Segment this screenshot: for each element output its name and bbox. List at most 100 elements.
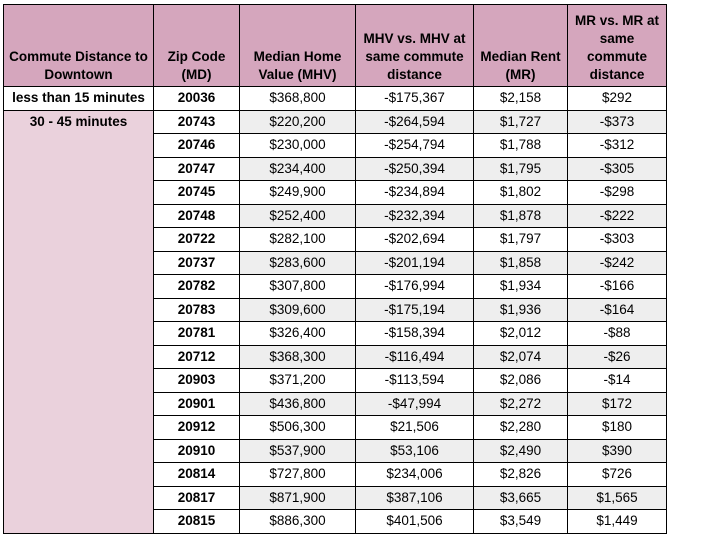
median-home-value-cell: $326,400 (239, 321, 356, 346)
zip-code-cell: 20903 (153, 368, 240, 393)
mhv-diff-cell: -$175,194 (355, 297, 474, 322)
table-row: 20747 $234,400 -$250,394 $1,795 -$305 (4, 156, 667, 181)
median-home-value-cell: $371,200 (239, 368, 356, 393)
median-rent-cell: $1,788 (473, 133, 568, 158)
median-rent-cell: $2,280 (473, 415, 568, 440)
table-row: 20781 $326,400 -$158,394 $2,012 -$88 (4, 321, 667, 346)
median-home-value-cell: $368,800 (239, 86, 356, 111)
median-rent-cell: $1,858 (473, 250, 568, 275)
mr-diff-cell: -$26 (567, 344, 667, 369)
table-row: 20745 $249,900 -$234,894 $1,802 -$298 (4, 180, 667, 205)
mhv-diff-cell: -$47,994 (355, 391, 474, 416)
mr-diff-cell: -$164 (567, 297, 667, 322)
zip-code-cell: 20746 (153, 133, 240, 158)
table-row: 20746 $230,000 -$254,794 $1,788 -$312 (4, 133, 667, 158)
table-row: 20712 $368,300 -$116,494 $2,074 -$26 (4, 344, 667, 369)
mr-diff-cell: -$298 (567, 180, 667, 205)
table-row: 30 - 45 minutes 20743 $220,200 -$264,594 $1,… (3, 109, 667, 534)
mr-diff-cell: $180 (567, 415, 667, 440)
table-row: 20912 $506,300 $21,506 $2,280 $180 (4, 415, 667, 440)
mr-diff-cell: -$222 (567, 203, 667, 228)
header-zip-code: Zip Code (MD) (153, 4, 240, 87)
median-home-value-cell: $234,400 (239, 156, 356, 181)
median-rent-cell: $2,826 (473, 462, 568, 487)
median-rent-cell: $2,086 (473, 368, 568, 393)
zip-code-cell: 20817 (153, 485, 240, 510)
table-row: 20910 $537,900 $53,106 $2,490 $390 (4, 438, 667, 463)
zip-code-cell: 20712 (153, 344, 240, 369)
median-home-value-cell: $368,300 (239, 344, 356, 369)
header-commute-distance: Commute Distance to Downtown (3, 4, 154, 87)
zip-code-cell: 20781 (153, 321, 240, 346)
median-home-value-cell: $282,100 (239, 227, 356, 252)
zip-code-cell: 20737 (153, 250, 240, 275)
table-row: less than 15 minutes 20036 $368,800 -$175,3… (3, 86, 667, 111)
median-rent-cell: $3,549 (473, 509, 568, 534)
median-home-value-cell: $886,300 (239, 509, 356, 534)
commute-housing-table: Commute Distance to Downtown Zip Code (M… (3, 4, 667, 534)
zip-code-cell: 20910 (153, 438, 240, 463)
median-rent-cell: $1,802 (473, 180, 568, 205)
mhv-diff-cell: $21,506 (355, 415, 474, 440)
table-row: 20783 $309,600 -$175,194 $1,936 -$164 (4, 297, 667, 322)
median-rent-cell: $2,074 (473, 344, 568, 369)
median-rent-cell: $2,272 (473, 391, 568, 416)
mhv-diff-cell: -$113,594 (355, 368, 474, 393)
median-home-value-cell: $249,900 (239, 180, 356, 205)
median-rent-cell: $2,490 (473, 438, 568, 463)
mr-diff-cell: -$88 (567, 321, 667, 346)
median-home-value-cell: $307,800 (239, 274, 356, 299)
median-home-value-cell: $506,300 (239, 415, 356, 440)
mhv-diff-cell: $401,506 (355, 509, 474, 534)
mhv-diff-cell: -$176,994 (355, 274, 474, 299)
median-rent-cell: $2,012 (473, 321, 568, 346)
zip-code-cell: 20782 (153, 274, 240, 299)
median-rent-cell: $1,878 (473, 203, 568, 228)
header-median-rent: Median Rent (MR) (473, 4, 568, 87)
zip-code-cell: 20747 (153, 156, 240, 181)
median-home-value-cell: $283,600 (239, 250, 356, 275)
mr-diff-cell: $292 (567, 86, 667, 111)
table-row: 20722 $282,100 -$202,694 $1,797 -$303 (4, 227, 667, 252)
median-home-value-cell: $537,900 (239, 438, 356, 463)
mhv-diff-cell: -$116,494 (355, 344, 474, 369)
mhv-diff-cell: $53,106 (355, 438, 474, 463)
median-rent-cell: $2,158 (473, 86, 568, 111)
median-rent-cell: $1,795 (473, 156, 568, 181)
table-body: less than 15 minutes 20036 $368,800 -$175,3… (3, 86, 667, 534)
header-mr-vs-mr: MR vs. MR at same commute distance (567, 4, 667, 87)
mhv-diff-cell: -$254,794 (355, 133, 474, 158)
table-row: 20737 $283,600 -$201,194 $1,858 -$242 (4, 250, 667, 275)
mr-diff-cell: $726 (567, 462, 667, 487)
median-home-value-cell: $871,900 (239, 485, 356, 510)
zip-code-cell: 20783 (153, 297, 240, 322)
mr-diff-cell: -$303 (567, 227, 667, 252)
mr-diff-cell: -$14 (567, 368, 667, 393)
mr-diff-cell: -$242 (567, 250, 667, 275)
mhv-diff-cell: $234,006 (355, 462, 474, 487)
mhv-diff-cell: -$175,367 (355, 86, 474, 111)
zip-code-cell: 20912 (153, 415, 240, 440)
table-row: 20817 $871,900 $387,106 $3,665 $1,565 (4, 485, 667, 510)
table-row: 20814 $727,800 $234,006 $2,826 $726 (4, 462, 667, 487)
table-row: 20903 $371,200 -$113,594 $2,086 -$14 (4, 368, 667, 393)
median-rent-cell: $1,797 (473, 227, 568, 252)
mr-diff-cell: -$305 (567, 156, 667, 181)
median-home-value-cell: $252,400 (239, 203, 356, 228)
mhv-diff-cell: -$202,694 (355, 227, 474, 252)
zip-code-cell: 20743 (153, 109, 240, 134)
mr-diff-cell: $172 (567, 391, 667, 416)
median-rent-cell: $3,665 (473, 485, 568, 510)
mr-diff-cell: -$166 (567, 274, 667, 299)
median-home-value-cell: $220,200 (239, 109, 356, 134)
mr-diff-cell: $1,565 (567, 485, 667, 510)
mhv-diff-cell: -$201,194 (355, 250, 474, 275)
commute-distance-cell: less than 15 minutes (3, 86, 154, 111)
header-mhv-vs-mhv: MHV vs. MHV at same commute distance (355, 4, 474, 87)
median-home-value-cell: $436,800 (239, 391, 356, 416)
table-row: 20901 $436,800 -$47,994 $2,272 $172 (4, 391, 667, 416)
median-home-value-cell: $309,600 (239, 297, 356, 322)
mhv-diff-cell: -$264,594 (355, 109, 474, 134)
median-rent-cell: $1,934 (473, 274, 568, 299)
mr-diff-cell: -$373 (567, 109, 667, 134)
